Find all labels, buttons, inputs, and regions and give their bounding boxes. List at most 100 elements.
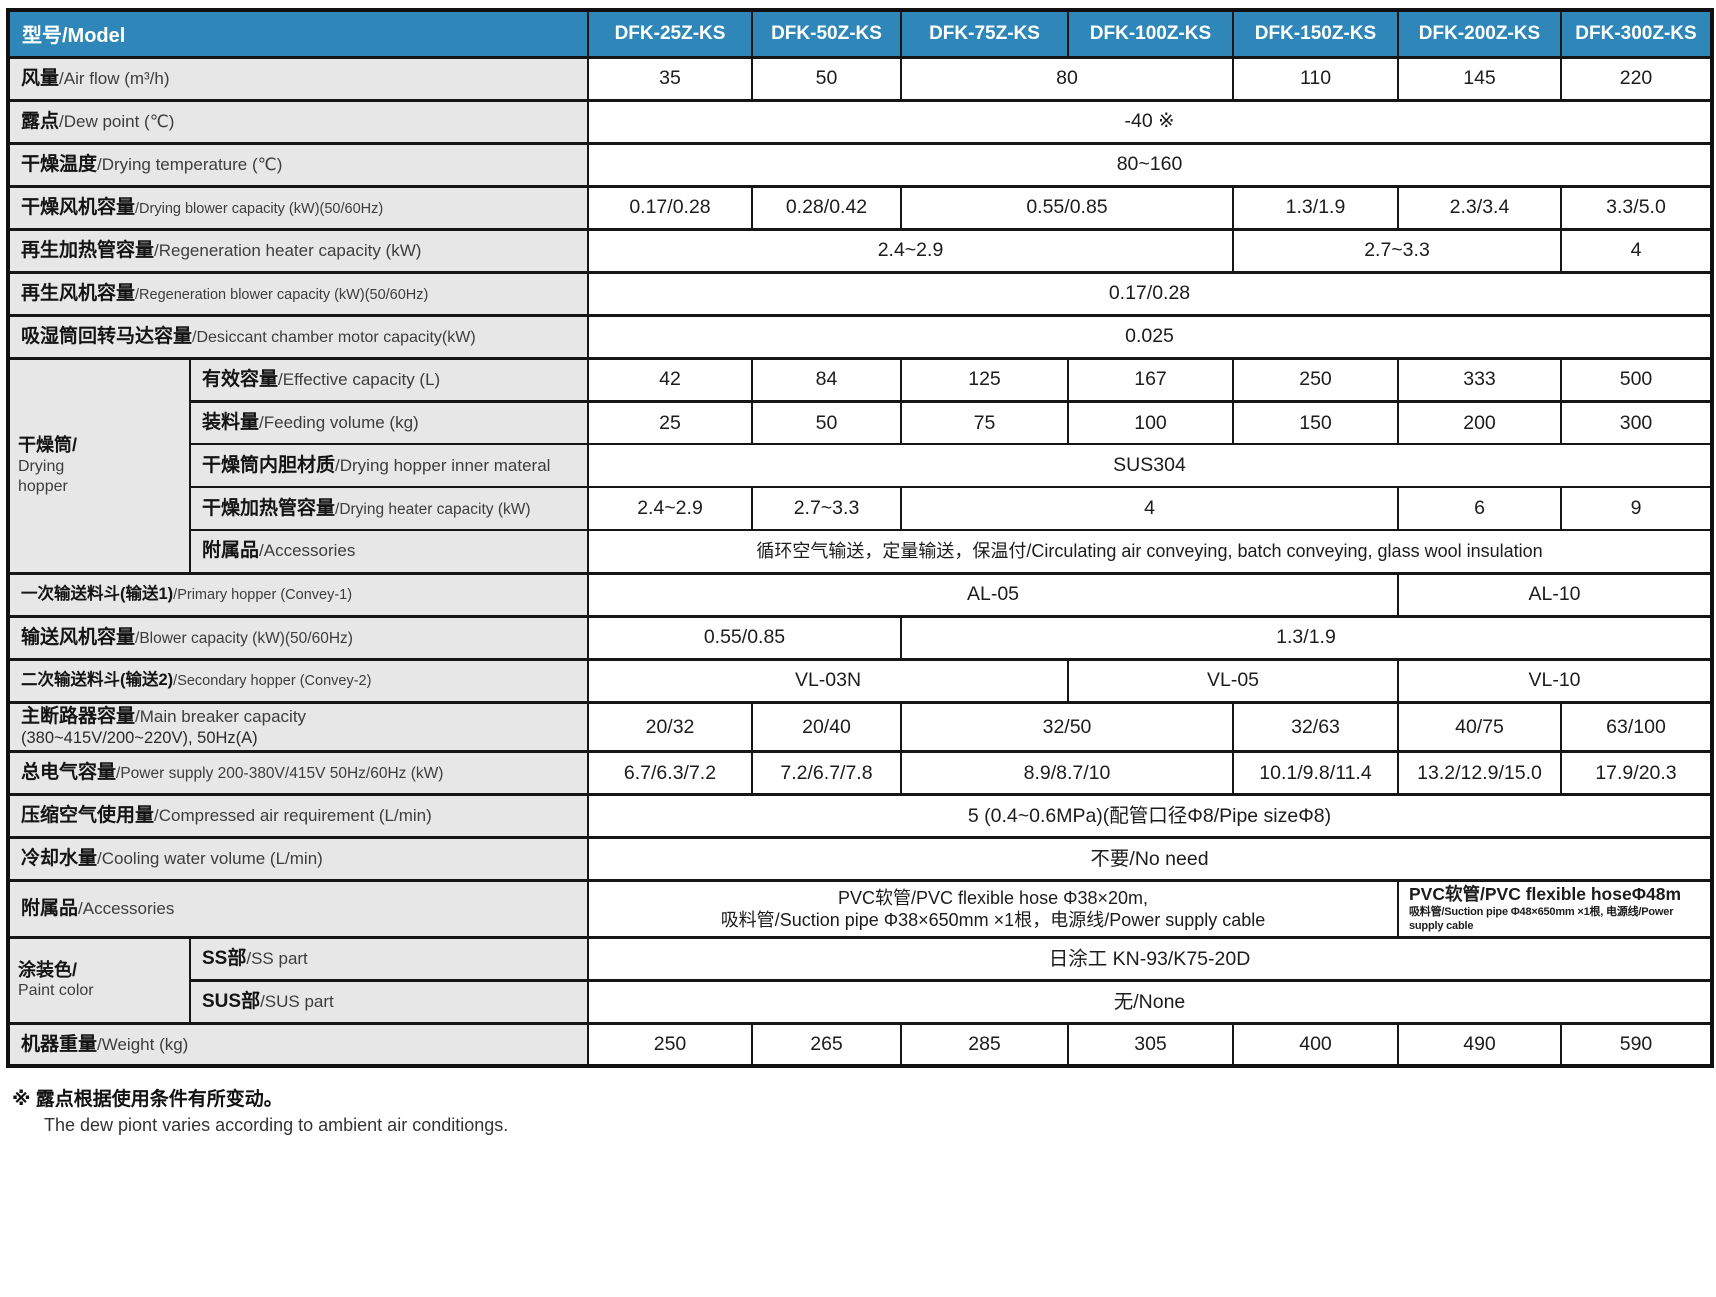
row-label: 装料量/Feeding volume (kg) (189, 400, 589, 445)
spec-cell: 不要/No need (587, 836, 1713, 883)
spec-cell: 32/50 (900, 700, 1234, 754)
spec-cell: 500 (1560, 356, 1713, 403)
spec-cell: 80~160 (587, 141, 1713, 188)
spec-cell: 0.28/0.42 (751, 184, 902, 231)
spec-cell: 80 (900, 55, 1234, 102)
row-label-en: /Feeding volume (kg) (259, 412, 419, 432)
spec-cell: 日涂工 KN-93/K75-20D (587, 935, 1713, 982)
row-hopper-accessories: 附属品/Accessories 循环空气输送，定量输送，保温付/Circulati… (8, 529, 1713, 574)
row-label-en: /Secondary hopper (Convey-2) (173, 672, 372, 689)
spec-cell: 4 (1560, 227, 1713, 274)
spec-cell: 循环空气输送，定量输送，保温付/Circulating air conveyin… (587, 529, 1713, 574)
group-label-en: hopper (18, 477, 68, 495)
spec-cell: 250 (587, 1021, 753, 1068)
group-label-cn: 涂装色/ (18, 959, 78, 980)
spec-cell: 75 (900, 400, 1069, 445)
spec-cell: 265 (751, 1021, 902, 1068)
spec-cell: AL-10 (1397, 571, 1713, 618)
row-label-cn: 一次输送料斗(输送1) (21, 584, 174, 603)
row-drying-blower: 干燥风机容量/Drying blower capacity (kW)(50/60… (7, 184, 1713, 231)
row-label: 干燥温度/Drying temperature (℃) (7, 141, 589, 188)
spec-cell: 17.9/20.3 (1560, 750, 1713, 797)
spec-cell: PVC软管/PVC flexible hose Φ38×20m, 吸料管/Suct… (587, 879, 1399, 939)
header-model-dfk-75z-ks: DFK-75Z-KS (900, 8, 1069, 59)
row-label-cn: 干燥加热管容量 (202, 497, 336, 519)
spec-cell-line: PVC软管/PVC flexible hose Φ38×20m, (838, 887, 1148, 908)
row-paint-ss: 涂装色/Paint color SS部/SS part 日涂工 KN-93/K75-… (7, 935, 1713, 1025)
row-label-en: /Regeneration heater capacity (kW) (154, 240, 422, 260)
spec-cell: 2.3/3.4 (1397, 184, 1562, 231)
spec-cell-line: PVC软管/PVC flexible hoseΦ48m (1409, 884, 1682, 905)
spec-cell: 285 (900, 1021, 1069, 1068)
spec-cell: 4 (900, 486, 1399, 531)
spec-cell: 145 (1397, 55, 1562, 102)
model-header-row: 型号/Model DFK-25Z-KS DFK-50Z-KS DFK-75Z-KS DF… (7, 8, 1713, 59)
spec-cell: 6.7/6.3/7.2 (587, 750, 753, 797)
spec-cell: 50 (751, 55, 902, 102)
spec-table: 型号/Model DFK-25Z-KS DFK-50Z-KS DFK-75Z-KS DF… (6, 8, 1714, 1069)
footnote: ※ 露点根据使用条件有所变动。 The dew piont varies acc… (6, 1084, 1710, 1136)
header-model-dfk-150z-ks: DFK-150Z-KS (1232, 8, 1399, 59)
row-label: 二次输送料斗(输送2)/Secondary hopper (Convey-2) (7, 657, 589, 704)
row-label-en: /Effective capacity (L) (278, 369, 441, 389)
spec-cell: 220 (1560, 55, 1713, 102)
spec-cell: 0.55/0.85 (900, 184, 1234, 231)
row-label: 一次输送料斗(输送1)/Primary hopper (Convey-1) (7, 571, 589, 618)
row-label-en: /Compressed air requirement (L/min) (154, 806, 432, 826)
spec-cell: 305 (1067, 1021, 1234, 1068)
row-label: 机器重量/Weight (kg) (7, 1021, 589, 1068)
row-label-cn: 再生风机容量 (21, 282, 136, 304)
row-label: SUS部/SUS part (189, 979, 589, 1025)
row-label-en: /Drying heater capacity (kW) (335, 500, 531, 518)
group-label: 干燥筒/Drying hopper (7, 356, 191, 575)
spec-cell: 2.7~3.3 (751, 486, 902, 531)
row-dew-point: 露点/Dew point (℃) -40 ※ (7, 98, 1713, 145)
spec-cell: 250 (1232, 356, 1399, 403)
spec-cell: 50 (751, 400, 902, 445)
row-label-cn: 主断路器容量 (21, 705, 136, 727)
row-label-cn: 压缩空气使用量 (21, 805, 155, 827)
spec-cell: 32/63 (1232, 700, 1399, 754)
row-label: SS部/SS part (189, 935, 589, 982)
row-label-en: /Power supply 200-380V/415V 50Hz/60Hz (k… (116, 765, 444, 783)
row-label: 风量/Air flow (m³/h) (7, 55, 589, 102)
row-label-cn: 有效容量 (202, 368, 279, 390)
row-label-en: /Drying blower capacity (kW)(50/60Hz) (135, 200, 384, 217)
row-cooling-water: 冷却水量/Cooling water volume (L/min) 不要/No n… (7, 836, 1713, 883)
row-label-cn: 再生加热管容量 (21, 239, 155, 261)
row-desiccant-motor: 吸湿筒回转马达容量/Desiccant chamber motor capaci… (7, 313, 1713, 360)
row-inner-material: 干燥筒内胆材质/Drying hopper inner materal SUS30… (8, 443, 1713, 488)
row-label-en: /Dew point (℃) (59, 111, 175, 131)
spec-cell: 333 (1397, 356, 1562, 403)
row-label-line2: (380~415V/200~220V), 50Hz(A) (21, 729, 258, 748)
spec-cell: 2.4~2.9 (587, 227, 1234, 274)
spec-cell: 63/100 (1560, 700, 1713, 754)
spec-cell: 20/32 (587, 700, 753, 754)
row-label-cn: SUS部 (202, 990, 261, 1012)
row-feeding-volume: 装料量/Feeding volume (kg) 25 50 75 100 150 200 30… (8, 400, 1713, 445)
spec-cell: 25 (587, 400, 753, 445)
header-model-dfk-100z-ks: DFK-100Z-KS (1067, 8, 1234, 59)
row-label: 总电气容量/Power supply 200-380V/415V 50Hz/60… (7, 750, 589, 797)
row-label: 附属品/Accessories (7, 879, 589, 939)
row-label-en: /Primary hopper (Convey-1) (173, 586, 353, 603)
row-label-cn: SS部 (202, 947, 247, 969)
spec-cell: 0.55/0.85 (587, 614, 902, 661)
spec-cell: 无/None (587, 979, 1713, 1025)
spec-cell: 490 (1397, 1021, 1562, 1068)
row-label-en: /Drying temperature (℃) (97, 154, 283, 174)
row-label-en: /Drying hopper inner materal (335, 455, 551, 475)
spec-cell: 590 (1560, 1021, 1713, 1068)
spec-cell: 2.4~2.9 (587, 486, 753, 531)
row-label-cn: 二次输送料斗(输送2) (21, 670, 174, 689)
spec-cell: 9 (1560, 486, 1713, 531)
row-label: 露点/Dew point (℃) (7, 98, 589, 145)
row-label-en: /Weight (kg) (97, 1034, 189, 1054)
row-label: 再生风机容量/Regeneration blower capacity (kW)… (7, 270, 589, 317)
spec-cell: -40 ※ (587, 98, 1713, 145)
spec-cell: PVC软管/PVC flexible hoseΦ48m 吸料管/Suction p… (1397, 879, 1713, 939)
row-label-en: /Cooling water volume (L/min) (97, 849, 323, 869)
row-blower-capacity: 输送风机容量/Blower capacity (kW)(50/60Hz) 0.55… (7, 614, 1713, 661)
row-label-en: /Regeneration blower capacity (kW)(50/60… (135, 286, 429, 303)
